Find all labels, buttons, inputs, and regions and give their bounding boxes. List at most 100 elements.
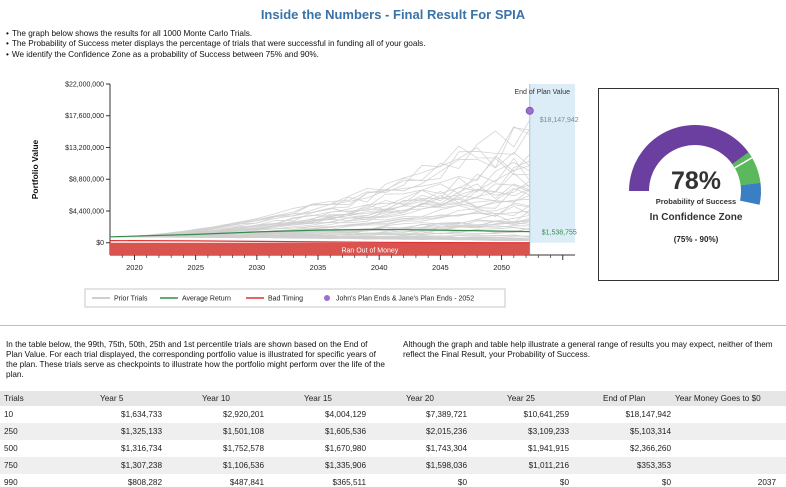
value-cell: $487,841 <box>229 478 264 487</box>
prior-trial-line <box>109 153 530 238</box>
table-header-row: Trials Year 5 Year 10 Year 15 Year 20 Ye… <box>0 391 786 406</box>
prior-trial-line <box>109 205 530 238</box>
table-row: 500 $1,316,734 $1,752,578 $1,670,980 $1,743,… <box>0 440 786 457</box>
value-cell: 2037 <box>757 478 776 487</box>
x-tick-label: 2035 <box>310 263 327 272</box>
value-cell: $18,147,942 <box>625 410 671 419</box>
intro-list: The graph below shows the results for al… <box>6 29 706 60</box>
end-of-plan-label: End of Plan Value <box>514 89 570 96</box>
value-cell: $0 <box>559 478 569 487</box>
table-row: 750 $1,307,238 $1,106,536 $1,335,906 $1,598,… <box>0 457 786 474</box>
trial-cell: 10 <box>4 410 14 419</box>
ran-out-label: Ran Out of Money <box>341 248 398 255</box>
value-cell <box>671 406 786 423</box>
col-header-end-of-plan: End of Plan <box>569 391 671 406</box>
bad-timing-line <box>109 240 530 244</box>
table-row: 250 $1,325,133 $1,501,108 $1,605,536 $2,015,… <box>0 423 786 440</box>
average-end-label: $1,538,755 <box>542 230 577 237</box>
post-plan-zone <box>529 84 575 243</box>
value-cell: $1,743,304 <box>426 444 467 453</box>
monte-carlo-chart: $22,000,000 $17,600,000 $13,200,000 $8,800,… <box>30 82 579 308</box>
legend-prior-label: Prior Trials <box>114 296 148 303</box>
section-divider <box>0 325 786 326</box>
table-explanation: In the table below, the 99th, 75th, 50th… <box>6 340 385 379</box>
col-header-year5: Year 5 <box>60 391 162 406</box>
value-cell: $1,670,980 <box>325 444 366 453</box>
value-cell: $365,511 <box>332 478 366 487</box>
legend-average-label: Average Return <box>182 296 231 303</box>
percentile-table: Trials Year 5 Year 10 Year 15 Year 20 Ye… <box>0 391 786 487</box>
value-cell: $4,004,129 <box>325 410 366 419</box>
page-title: Inside the Numbers - Final Result For SP… <box>260 7 526 22</box>
x-tick-label: 2025 <box>187 263 204 272</box>
trial-cell: 990 <box>4 478 18 487</box>
col-header-year10: Year 10 <box>162 391 264 406</box>
y-tick-label: $4,400,000 <box>69 208 104 215</box>
y-tick-label: $17,600,000 <box>65 113 104 120</box>
value-cell: $1,598,036 <box>366 457 467 474</box>
value-cell: $2,366,260 <box>630 444 671 453</box>
value-cell: $5,103,314 <box>569 423 671 440</box>
col-header-year-zero: Year Money Goes to $0 <box>671 391 786 406</box>
value-cell: $7,389,721 <box>426 410 467 419</box>
value-cell: $1,316,734 <box>121 444 162 453</box>
gauge-dial <box>629 124 761 205</box>
disclaimer-text: Although the graph and table help illust… <box>403 340 773 359</box>
legend-marker-swatch <box>324 295 330 301</box>
gauge-value-arc <box>629 124 753 191</box>
value-cell: $1,605,536 <box>264 423 366 440</box>
legend-bad-label: Bad Timing <box>268 296 303 303</box>
value-cell: $1,501,108 <box>162 423 264 440</box>
col-header-year20: Year 20 <box>366 391 467 406</box>
intro-item: The graph below shows the results for al… <box>6 29 706 39</box>
table-row: 990 $808,282 $487,841 $365,511 $0 $0 $0 2037 <box>0 474 786 487</box>
probability-value: 78% <box>670 167 722 195</box>
prior-trial-line <box>109 126 530 238</box>
y-tick-label: $22,000,000 <box>65 82 104 89</box>
average-return-line <box>109 228 530 238</box>
col-header-trials: Trials <box>0 391 60 406</box>
value-cell: $1,307,238 <box>60 457 162 474</box>
value-cell: $1,106,536 <box>162 457 264 474</box>
value-cell: $10,641,259 <box>523 410 569 419</box>
value-cell <box>671 457 786 474</box>
probability-gauge: 78% Probability of Success In Confidence… <box>598 88 779 281</box>
legend-box <box>84 288 506 308</box>
value-cell: $0 <box>457 478 467 487</box>
y-tick-label: $13,200,000 <box>65 145 104 152</box>
gauge-zone-arc <box>732 152 761 186</box>
value-cell: $2,920,201 <box>223 410 264 419</box>
gauge-needle <box>734 157 753 169</box>
value-cell <box>671 423 786 440</box>
prior-trial-line <box>109 157 531 238</box>
x-tick-label: 2020 <box>126 263 143 272</box>
end-value-label: $18,147,942 <box>540 117 579 124</box>
value-cell: $1,752,578 <box>223 444 264 453</box>
intro-item: The Probability of Success meter display… <box>6 39 706 49</box>
value-cell: $1,941,915 <box>528 444 569 453</box>
value-cell: $1,335,906 <box>264 457 366 474</box>
end-value-marker <box>525 106 534 115</box>
intro-item: We identify the Confidence Zone as a pro… <box>6 50 706 60</box>
prior-trial-line <box>109 219 530 238</box>
table-row: 10 $1,634,733 $2,920,201 $4,004,129 $7,389,7… <box>0 406 786 423</box>
gauge-high-arc <box>739 182 761 205</box>
value-cell: $2,015,236 <box>366 423 467 440</box>
y-tick-label: $8,800,000 <box>69 177 104 184</box>
y-tick-label: $0 <box>96 240 104 247</box>
value-cell: $3,109,233 <box>467 423 569 440</box>
confidence-zone-label: In Confidence Zone <box>649 212 743 223</box>
trial-cell: 250 <box>0 423 60 440</box>
x-tick-label: 2050 <box>493 263 510 272</box>
value-cell: $353,353 <box>569 457 671 474</box>
probability-label: Probability of Success <box>655 197 737 206</box>
prior-trial-line <box>110 236 530 240</box>
ran-out-band <box>110 242 530 255</box>
confidence-zone-range: (75% - 90%) <box>673 235 719 244</box>
value-cell: $1,325,133 <box>60 423 162 440</box>
value-cell: $808,282 <box>127 478 162 487</box>
col-header-year25: Year 25 <box>467 391 569 406</box>
x-tick-label: 2045 <box>432 263 449 272</box>
x-tick-label: 2030 <box>248 263 265 272</box>
col-header-year15: Year 15 <box>264 391 366 406</box>
